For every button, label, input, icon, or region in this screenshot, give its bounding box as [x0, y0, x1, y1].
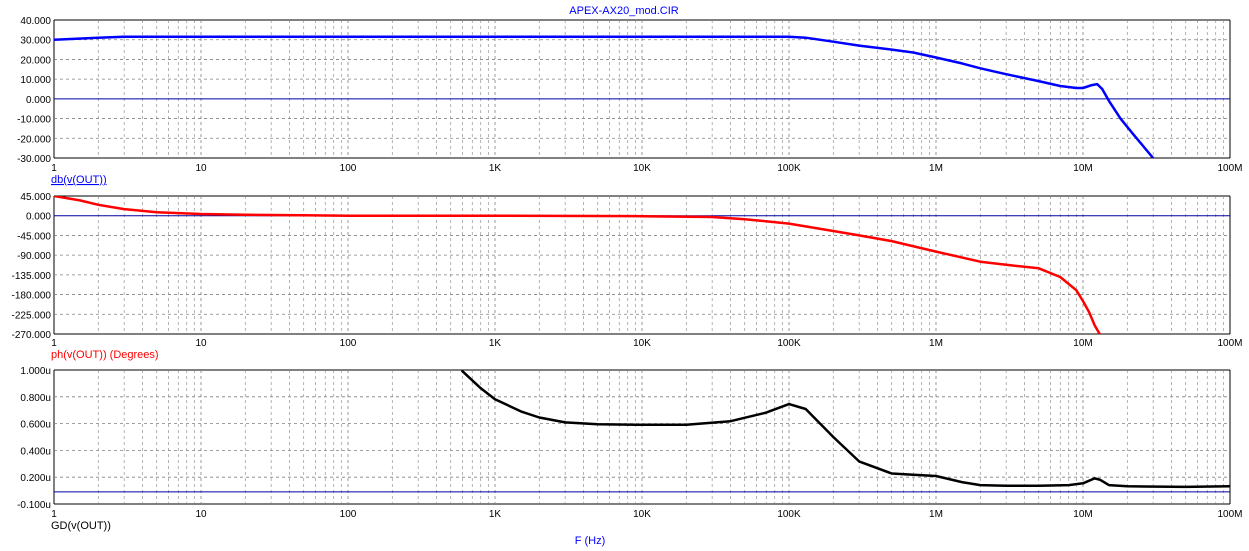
x-tick-label: 10M [1073, 163, 1092, 174]
y-tick-label: 0.600u [20, 420, 51, 431]
x-tick-label: 10M [1073, 338, 1092, 349]
y-tick-label: 20.000 [20, 55, 51, 66]
y-tick-label: -30.000 [17, 154, 51, 165]
y-tick-label: -45.000 [17, 231, 51, 242]
x-tick-label: 10M [1073, 509, 1092, 520]
phase-trace [54, 196, 1101, 334]
x-tick-label: 1K [489, 338, 502, 349]
y-tick-label: -20.000 [17, 134, 51, 145]
y-tick-label: 0.000 [26, 212, 51, 223]
x-tick-label: 100M [1217, 509, 1242, 520]
y-tick-label: -135.000 [12, 271, 52, 282]
y-tick-label: -180.000 [12, 291, 52, 302]
x-tick-label: 100 [340, 338, 357, 349]
y-tick-label: 10.000 [20, 75, 51, 86]
x-tick-label: 10K [633, 509, 651, 520]
y-tick-label: -270.000 [12, 330, 52, 341]
x-tick-label: 10K [633, 338, 651, 349]
y-tick-label: -0.100u [17, 500, 51, 511]
y-tick-label: 0.000 [26, 95, 51, 106]
x-tick-label: 1M [929, 163, 943, 174]
y-tick-label: -225.000 [12, 310, 52, 321]
x-tick-label: 1 [51, 509, 57, 520]
x-tick-label: 100M [1217, 163, 1242, 174]
y-tick-label: 40.000 [20, 16, 51, 27]
y-tick-label: 0.400u [20, 446, 51, 457]
x-tick-label: 100 [340, 509, 357, 520]
group-delay-trace-label[interactable]: GD(v(OUT)) [51, 520, 111, 532]
y-tick-label: 0.200u [20, 473, 51, 484]
x-tick-label: 1 [51, 338, 57, 349]
x-tick-label: 100K [777, 509, 801, 520]
phase-trace-label[interactable]: ph(v(OUT)) (Degrees) [51, 349, 159, 361]
magnitude-trace [54, 35, 1155, 158]
x-tick-label: 1K [489, 163, 502, 174]
x-tick-label: 100K [777, 338, 801, 349]
x-tick-label: 100 [340, 163, 357, 174]
y-tick-label: 0.800u [20, 393, 51, 404]
phase-panel: 1 10 100 1K 10K 100K 1M 10M 100M 45.000 0.000 -45.0… [12, 192, 1243, 349]
x-tick-label: 1K [489, 509, 502, 520]
x-tick-label: 1 [51, 163, 57, 174]
y-tick-label: -10.000 [17, 115, 51, 126]
x-axis-label: F (Hz) [575, 535, 606, 547]
chart-title: APEX-AX20_mod.CIR [569, 5, 678, 17]
x-tick-label: 10K [633, 163, 651, 174]
group_delay-trace [461, 370, 1230, 489]
x-tick-label: 100M [1217, 338, 1242, 349]
y-tick-label: 1.000u [20, 366, 51, 377]
y-tick-label: 30.000 [20, 36, 51, 47]
x-tick-label: 10 [195, 509, 207, 520]
x-tick-label: 10 [195, 338, 207, 349]
x-tick-label: 10 [195, 163, 207, 174]
group-delay-panel: 1 10 100 1K 10K 100K 1M 10M 100M 1.000u 0.800u 0.60… [17, 366, 1242, 520]
y-tick-label: 45.000 [20, 192, 51, 203]
magnitude-panel: 1 10 100 1K 10K 100K 1M 10M 100M 40.000 30.000 20.0… [17, 16, 1242, 174]
x-tick-label: 100K [777, 163, 801, 174]
y-tick-label: -90.000 [17, 251, 51, 262]
magnitude-trace-label[interactable]: db(v(OUT)) [51, 174, 107, 186]
x-tick-label: 1M [929, 338, 943, 349]
x-tick-label: 1M [929, 509, 943, 520]
